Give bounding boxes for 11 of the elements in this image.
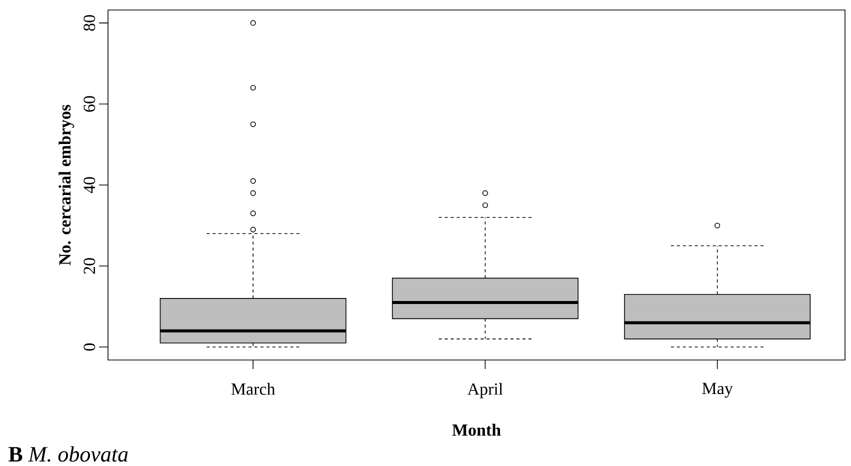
y-tick-label: 0	[84, 343, 96, 351]
x-tick-label: April	[467, 382, 503, 398]
y-tick-label: 20	[84, 258, 96, 274]
y-axis-title: No. cercarial embryos	[58, 104, 74, 266]
text: B M. obovata	[8, 446, 128, 462]
y-tick-label: 40	[84, 177, 96, 194]
x-tick-label: May	[702, 382, 733, 398]
y-tick-label: 80	[84, 15, 96, 31]
y-tick-label: 60	[84, 96, 96, 112]
x-axis-title: Month	[452, 424, 501, 436]
x-tick-label: March	[231, 382, 276, 395]
